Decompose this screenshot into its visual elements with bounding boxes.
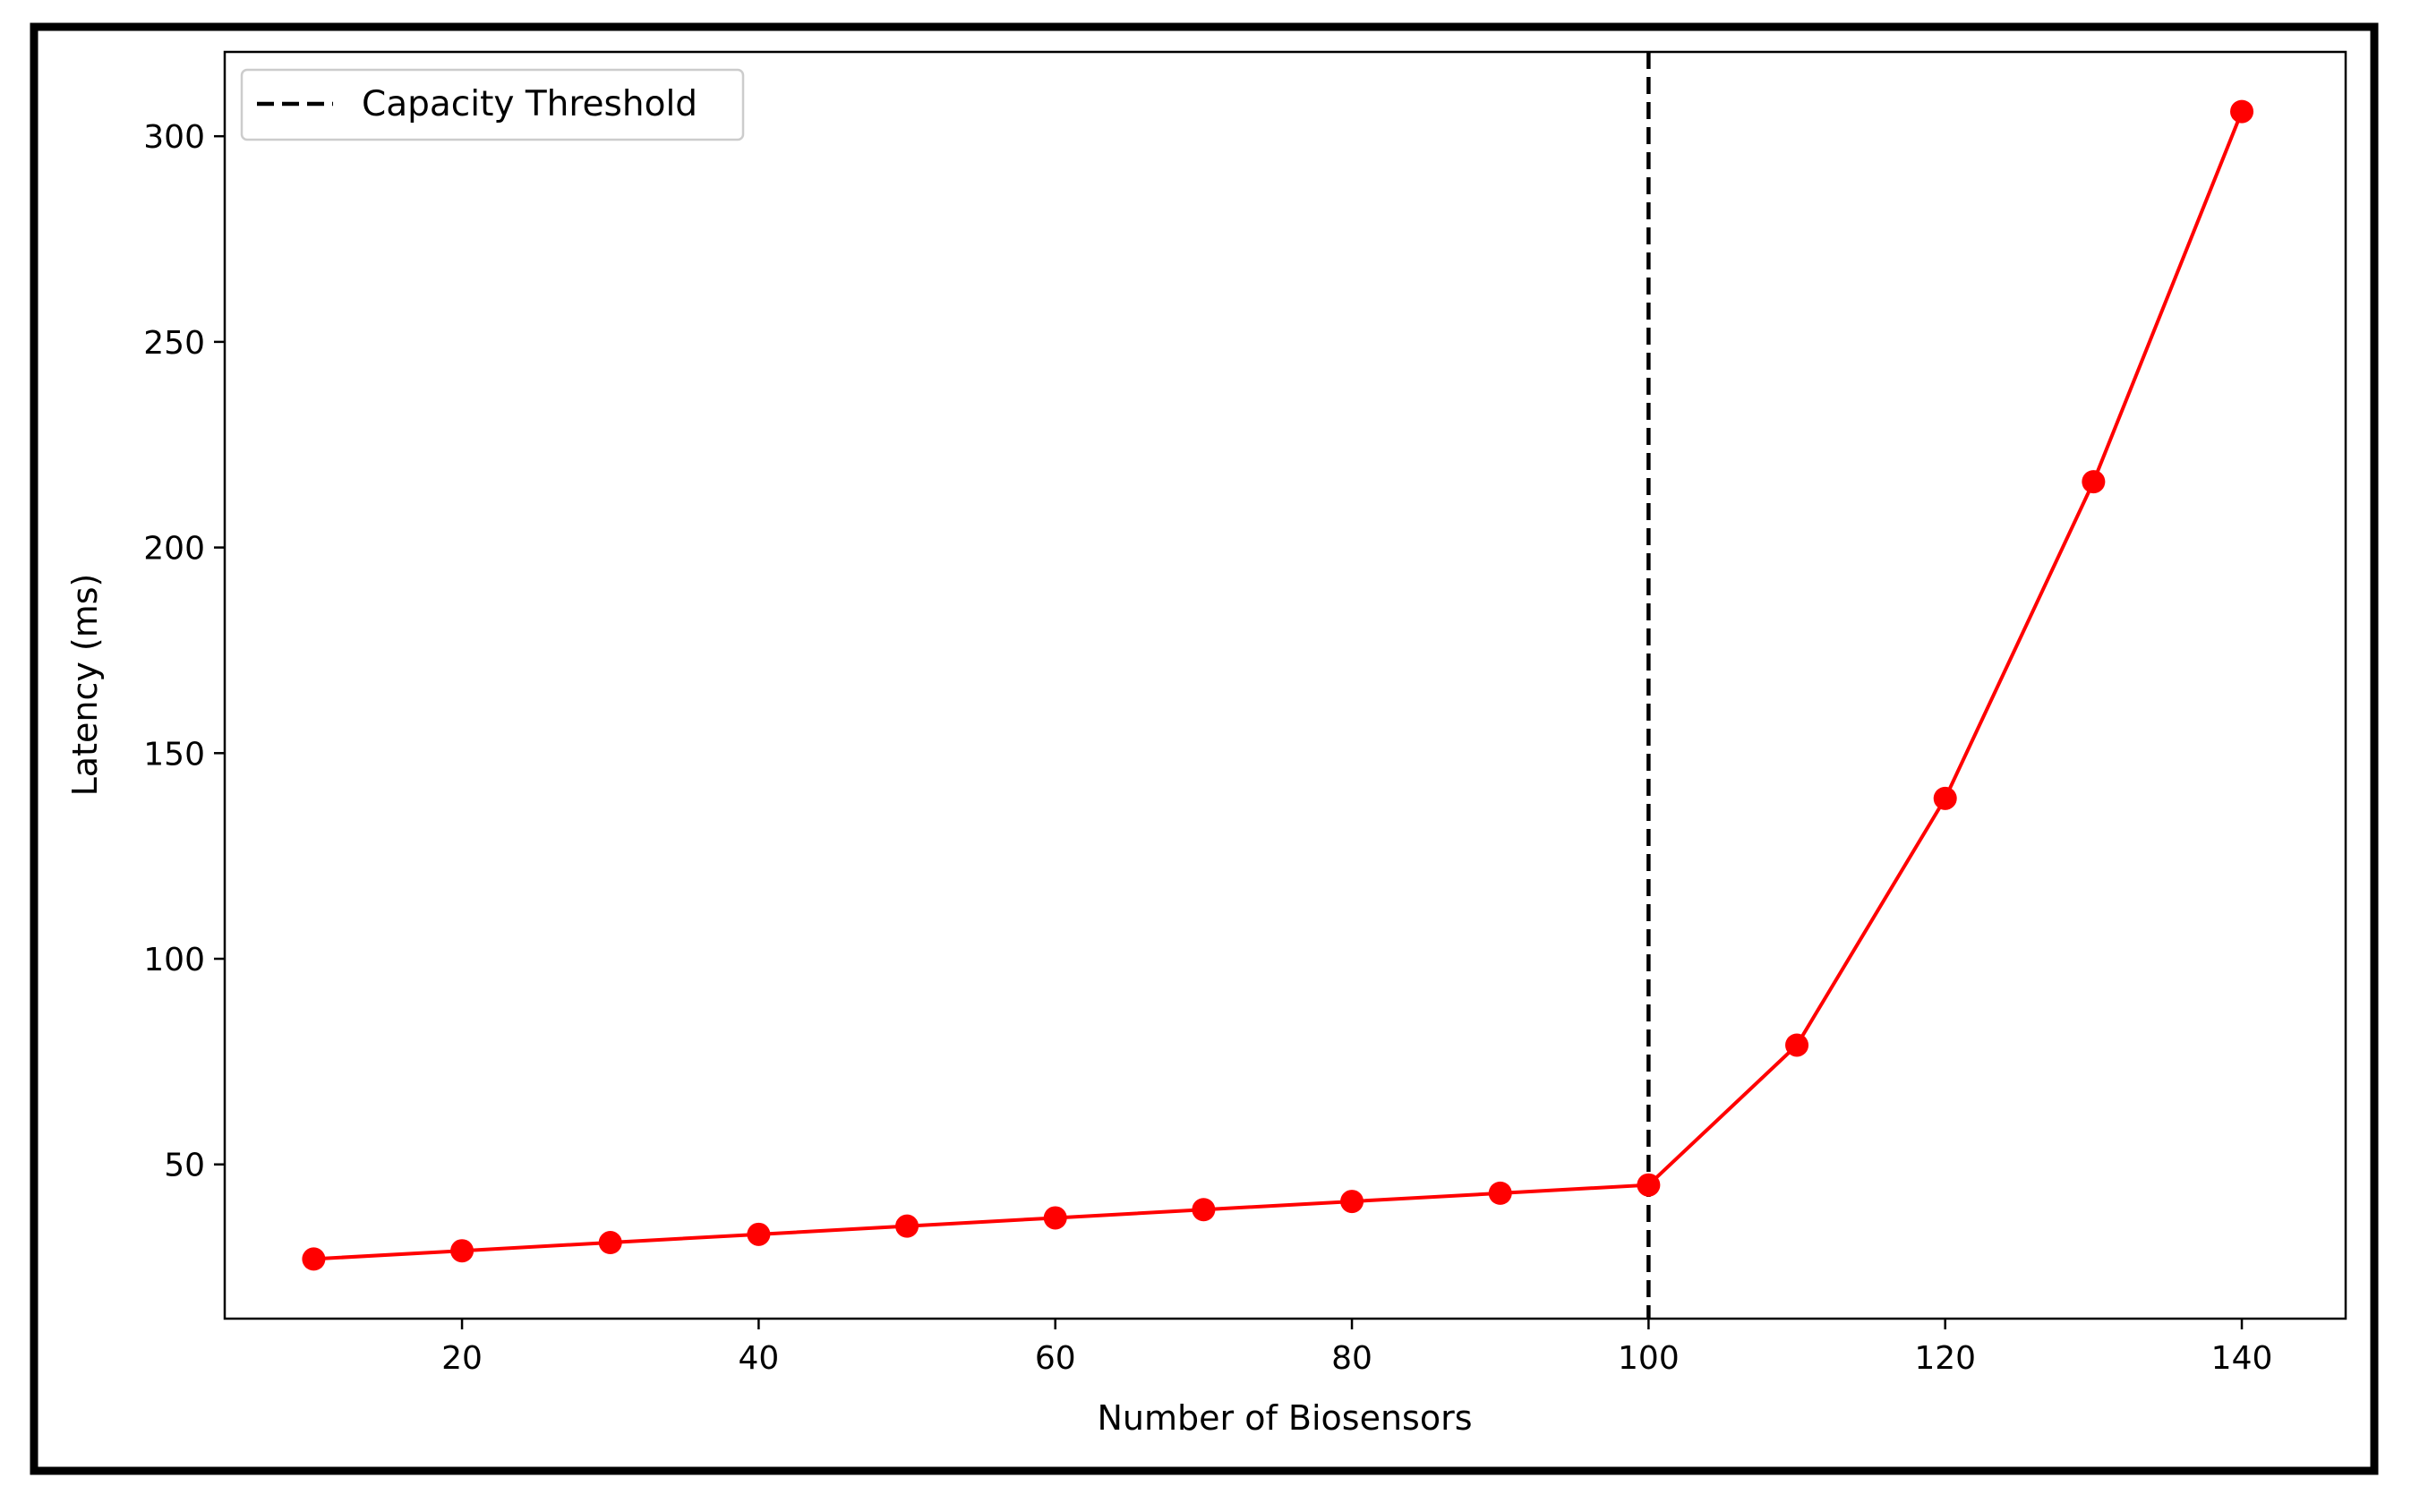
data-point bbox=[895, 1214, 919, 1238]
y-tick-label: 300 bbox=[143, 119, 205, 156]
y-axis-label: Latency (ms) bbox=[65, 574, 105, 797]
data-point bbox=[1340, 1190, 1364, 1214]
legend: Capacity Threshold bbox=[240, 68, 745, 141]
data-point bbox=[1192, 1198, 1216, 1222]
data-point bbox=[2082, 470, 2106, 494]
data-point bbox=[1043, 1206, 1067, 1230]
data-point bbox=[1785, 1033, 1809, 1057]
y-tick-label: 100 bbox=[143, 942, 205, 978]
latency-series-line bbox=[313, 110, 2244, 1261]
x-axis-ticks: 20 40 60 80 100 120 140 bbox=[441, 1319, 2272, 1377]
x-tick-label: 100 bbox=[1618, 1340, 1680, 1377]
x-tick-label: 20 bbox=[441, 1340, 483, 1377]
legend-threshold-label: Capacity Threshold bbox=[362, 84, 697, 124]
plot-area bbox=[223, 50, 2347, 1320]
y-tick-label: 200 bbox=[143, 531, 205, 568]
data-point bbox=[450, 1239, 475, 1263]
data-point bbox=[302, 1247, 326, 1271]
data-point bbox=[1637, 1173, 1661, 1197]
legend-box bbox=[240, 68, 745, 141]
y-tick-label: 250 bbox=[143, 325, 205, 362]
x-tick-label: 80 bbox=[1331, 1340, 1372, 1377]
y-axis-ticks: 50 100 150 200 250 300 bbox=[143, 119, 225, 1184]
x-axis-label: Number of Biosensors bbox=[1097, 1398, 1472, 1438]
data-point bbox=[747, 1222, 771, 1246]
data-point bbox=[1933, 786, 1957, 810]
data-point bbox=[1488, 1181, 1512, 1205]
data-point bbox=[598, 1231, 622, 1255]
x-tick-label: 40 bbox=[738, 1340, 779, 1377]
x-tick-label: 120 bbox=[1914, 1340, 1976, 1377]
y-tick-label: 150 bbox=[143, 736, 205, 773]
latency-series-points bbox=[302, 99, 2254, 1271]
x-tick-label: 140 bbox=[2211, 1340, 2273, 1377]
data-point bbox=[2230, 99, 2254, 124]
x-tick-label: 60 bbox=[1035, 1340, 1076, 1377]
y-tick-label: 50 bbox=[164, 1148, 205, 1184]
